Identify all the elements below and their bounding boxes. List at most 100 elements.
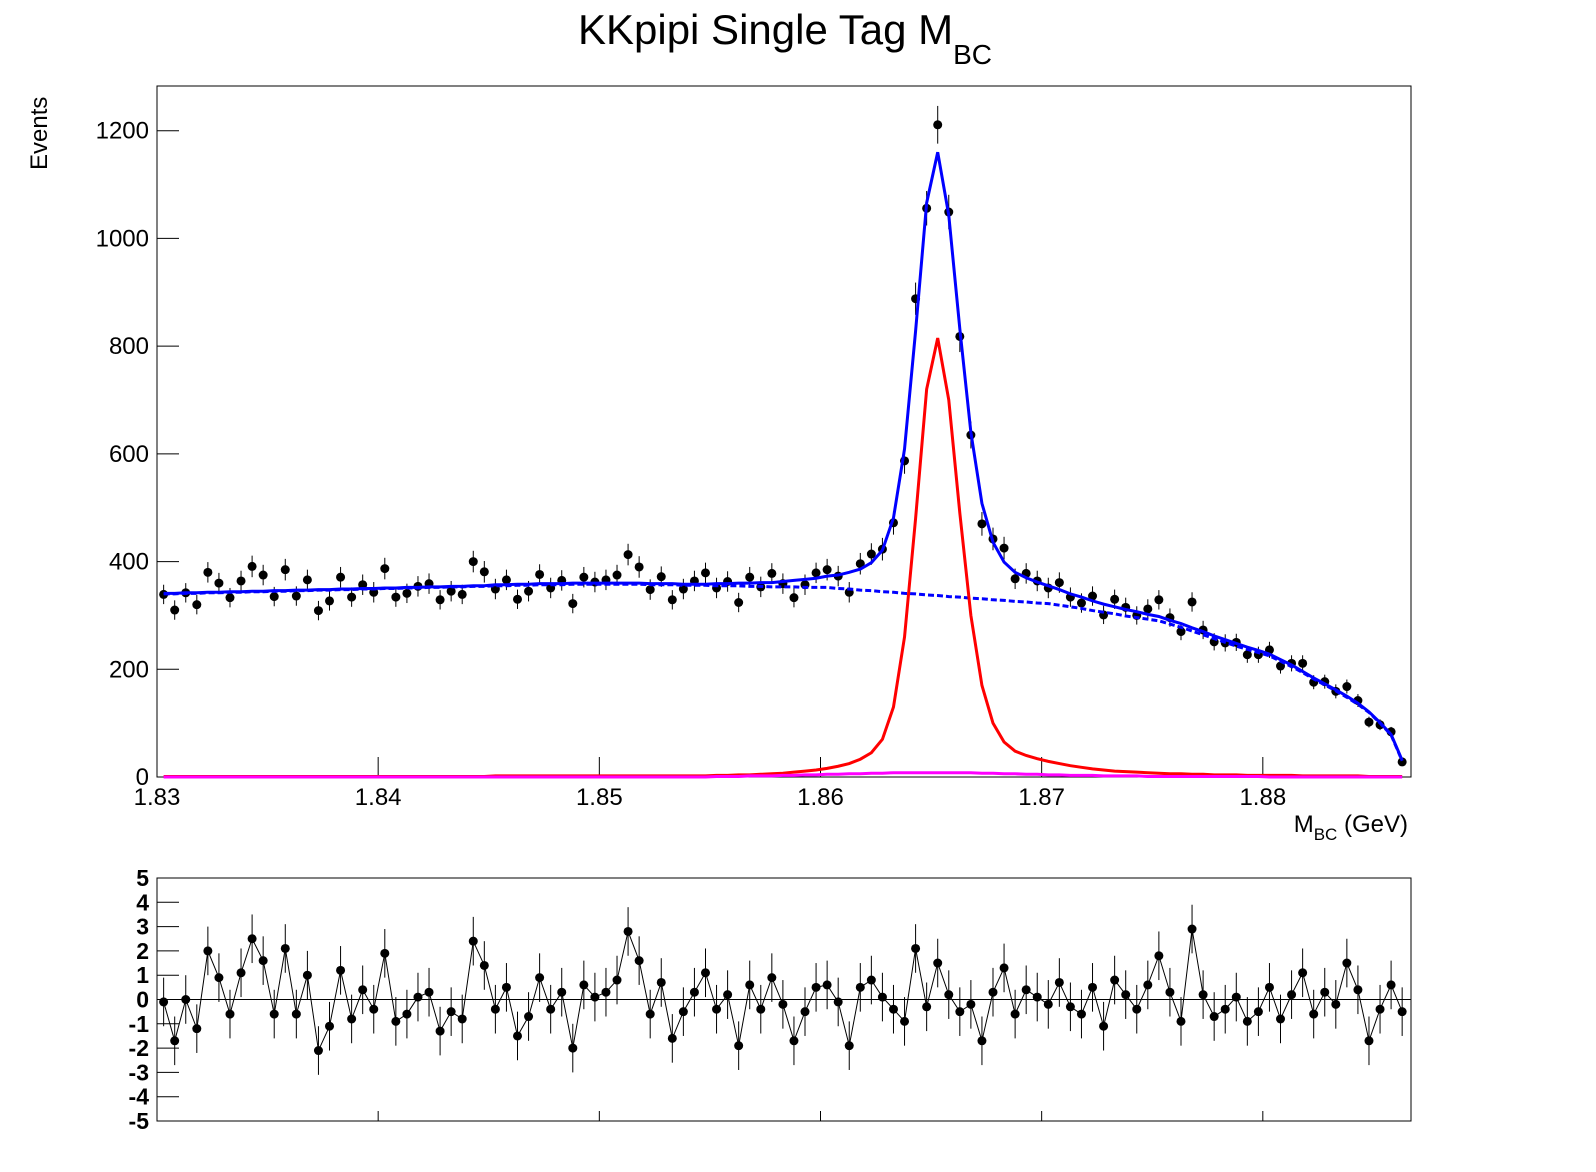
y-tick-label: -2: [129, 1035, 149, 1061]
data-point: [402, 588, 412, 598]
x-tick-label: 1.87: [1018, 784, 1065, 811]
data-point: [170, 1036, 180, 1046]
y-tick-label: 200: [109, 656, 149, 683]
data-point: [1176, 627, 1186, 637]
data-point: [1010, 574, 1020, 584]
data-point: [645, 1009, 655, 1019]
data-point: [225, 1009, 235, 1019]
x-tick-label: 1.88: [1239, 784, 1286, 811]
data-point: [258, 956, 268, 966]
data-point: [767, 973, 777, 983]
y-tick-label: 400: [109, 549, 149, 576]
data-point: [811, 982, 821, 992]
data-point: [911, 943, 921, 953]
data-point: [302, 970, 312, 980]
data-point: [623, 926, 633, 936]
data-point: [358, 985, 368, 995]
data-point: [689, 987, 699, 997]
y-tick-label: 0: [136, 987, 149, 1013]
data-point: [247, 561, 257, 571]
data-point: [214, 973, 224, 983]
data-point: [203, 567, 213, 577]
data-point: [656, 977, 666, 987]
data-point: [612, 975, 622, 985]
data-point: [900, 1016, 910, 1026]
data-point: [623, 550, 633, 560]
fit-curve: [163, 771, 1403, 779]
data-point: [634, 562, 644, 572]
data-point: [1231, 992, 1241, 1002]
data-point: [1309, 1009, 1319, 1019]
data-point: [1032, 992, 1042, 1002]
data-point: [325, 1021, 335, 1031]
fit-curve: [163, 151, 1404, 761]
fit-curve: [163, 582, 1404, 762]
data-point: [866, 975, 876, 985]
data-point: [1088, 591, 1098, 601]
data-point: [1132, 1004, 1142, 1014]
data-point: [944, 990, 954, 1000]
data-point: [1099, 1021, 1109, 1031]
data-point: [1187, 597, 1197, 607]
y-tick-label: 2: [136, 938, 149, 964]
data-point: [1386, 980, 1396, 990]
data-point: [767, 568, 777, 578]
data-point: [933, 120, 943, 130]
y-tick-label: -1: [129, 1011, 150, 1037]
data-point: [700, 968, 710, 978]
x-tick-label: 1.84: [355, 784, 402, 811]
y-tick-label: 1: [136, 962, 149, 988]
data-point: [546, 1004, 556, 1014]
data-point: [1054, 977, 1064, 987]
data-point: [1076, 598, 1086, 608]
data-point: [535, 973, 545, 983]
data-point: [402, 1009, 412, 1019]
data-point: [1154, 951, 1164, 961]
data-point: [535, 569, 545, 579]
data-point: [1154, 595, 1164, 605]
data-point: [313, 606, 323, 616]
y-tick-label: 4: [136, 889, 149, 915]
x-label-text: M: [1294, 811, 1314, 838]
data-point: [347, 592, 357, 602]
data-point: [1242, 650, 1252, 660]
y-tick-label: -4: [129, 1084, 150, 1110]
data-point: [955, 1007, 965, 1017]
x-axis-label: MBC (GeV): [1294, 811, 1408, 844]
data-point: [269, 592, 279, 602]
data-point: [468, 936, 478, 946]
data-point: [656, 572, 666, 582]
data-point: [999, 543, 1009, 553]
data-point: [1110, 594, 1120, 604]
data-point: [446, 586, 456, 596]
data-point: [1342, 958, 1352, 968]
data-point: [1364, 1036, 1374, 1046]
data-point: [1065, 1002, 1075, 1012]
data-point: [203, 946, 213, 956]
data-point: [170, 605, 180, 615]
y-tick-label: 1000: [96, 225, 149, 252]
data-point: [745, 980, 755, 990]
data-point: [347, 1014, 357, 1024]
data-point: [1253, 1007, 1263, 1017]
data-point: [977, 519, 987, 529]
data-point: [479, 567, 489, 577]
data-point: [966, 999, 976, 1009]
data-point: [800, 1007, 810, 1017]
data-point: [1264, 982, 1274, 992]
data-point: [391, 592, 401, 602]
data-point: [667, 595, 677, 605]
data-point: [291, 591, 301, 601]
data-point: [822, 980, 832, 990]
data-point: [512, 594, 522, 604]
data-point: [380, 564, 390, 574]
data-point: [236, 576, 246, 586]
data-point: [159, 997, 169, 1007]
data-point: [645, 585, 655, 595]
data-point: [413, 992, 423, 1002]
data-point: [380, 948, 390, 958]
data-point: [313, 1046, 323, 1056]
data-point: [1198, 990, 1208, 1000]
